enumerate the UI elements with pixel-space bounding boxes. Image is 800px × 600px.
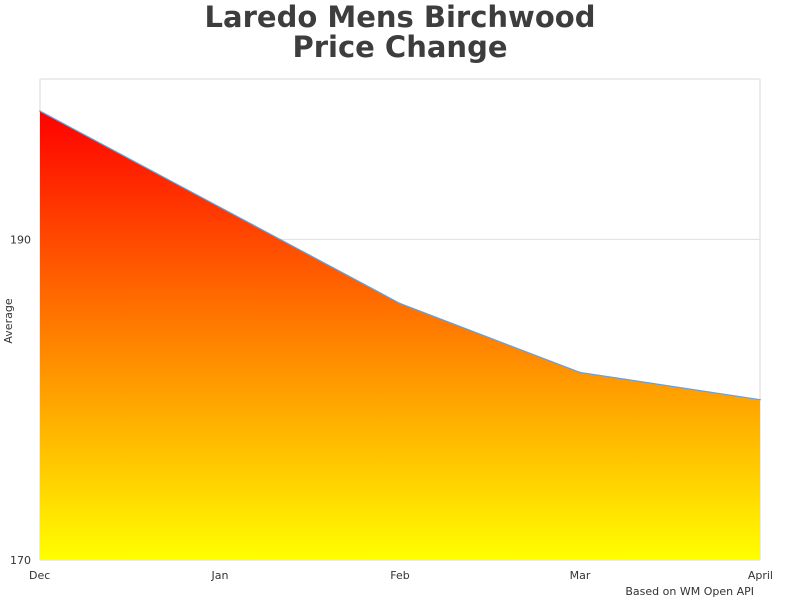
data-point-dec (39, 110, 41, 112)
data-point-jan (219, 206, 221, 209)
x-tick-label: Dec (29, 569, 50, 582)
y-tick-label: 190 (10, 233, 31, 246)
y-axis-label: Average (2, 298, 15, 343)
y-tick-label: 170 (10, 554, 31, 567)
data-point-mar (579, 371, 581, 374)
x-tick-label: Mar (570, 569, 591, 582)
x-tick-label: Jan (211, 569, 229, 582)
x-tick-label: Feb (390, 569, 409, 582)
data-point-april (759, 398, 761, 401)
x-tick-label: April (748, 569, 773, 582)
data-source-credit: Based on WM Open API (625, 585, 754, 598)
series-area (40, 111, 760, 561)
data-point-feb (399, 302, 401, 305)
chart-title: Laredo Mens Birchwood Price Change (204, 0, 596, 64)
